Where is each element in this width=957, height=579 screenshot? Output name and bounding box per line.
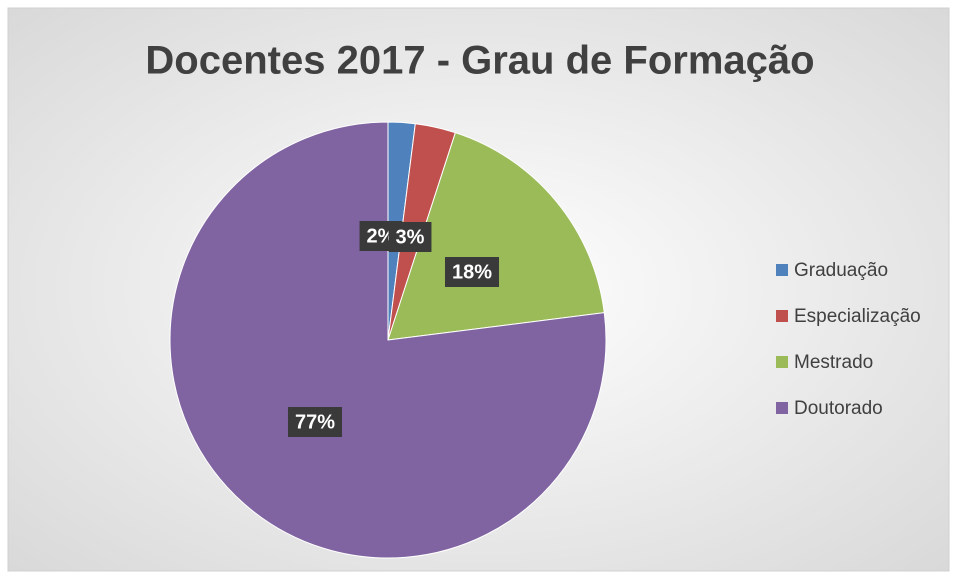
- data-label-box: [388, 222, 432, 252]
- data-label-box: [287, 407, 343, 437]
- legend-swatch: [776, 310, 788, 322]
- pie-slice: [169, 121, 607, 559]
- data-label-box: [444, 257, 500, 287]
- legend-label: Mestrado: [794, 352, 873, 373]
- legend-swatch: [776, 264, 788, 276]
- data-label: 3%: [396, 226, 425, 248]
- pie-slice: [387, 132, 605, 341]
- data-label: 18%: [452, 261, 492, 283]
- data-label: 77%: [295, 411, 335, 433]
- data-label: 2%: [367, 225, 396, 247]
- legend-swatch: [776, 356, 788, 368]
- legend-label: Graduação: [794, 260, 888, 281]
- legend-label: Especialização: [794, 306, 921, 327]
- legend-label: Doutorado: [794, 398, 883, 419]
- legend-swatch: [776, 402, 788, 414]
- chart-title: Docentes 2017 - Grau de Formação: [145, 39, 814, 83]
